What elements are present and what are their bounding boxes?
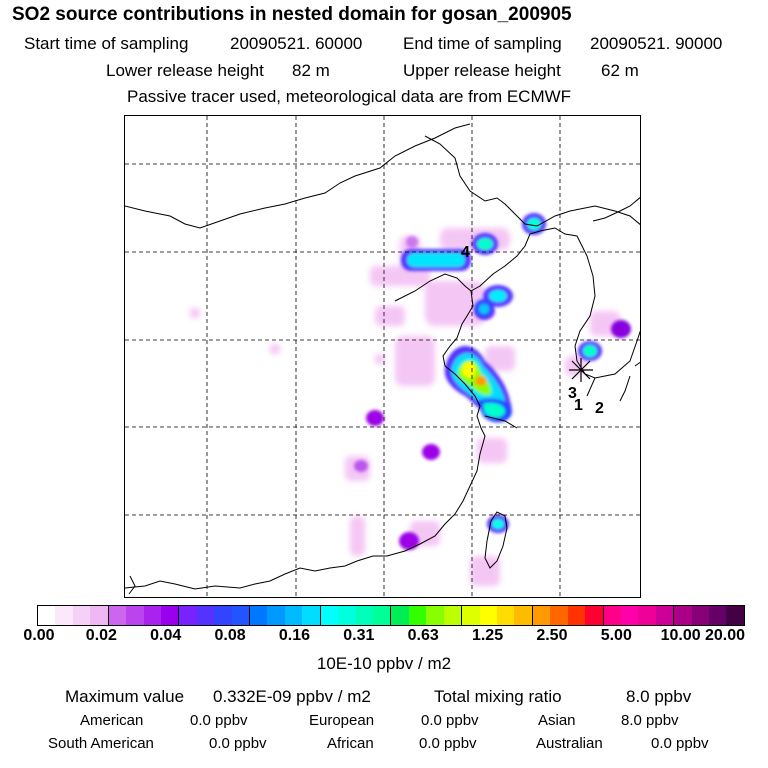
colorbar-tick-label: 0.08 [214,627,246,644]
colorbar-segment [496,606,515,625]
colorbar-tick-label: 1.25 [471,627,504,644]
colorbar-units: 10E-10 ppbv / m2 [316,654,452,673]
colorbar-segment [143,606,161,625]
colorbar-segment [338,606,356,625]
region-value: 8.0 ppbv [621,712,679,729]
coastlines [125,123,640,595]
start-time-label: Start time of sampling [24,34,189,53]
colorbar-tick-label: 0.16 [278,627,311,644]
colorbar-tick-label: 2.50 [536,627,568,644]
station-marker-1: 1 [574,397,583,414]
region-name: European [309,712,375,729]
colorbar-segment [284,606,303,625]
colorbar-segment [320,606,339,625]
colorbar-segment [38,606,56,625]
colorbar-tick-label: 0.02 [85,627,117,644]
region-name: Australian [536,735,603,752]
colorbar-segment [638,606,656,625]
colorbar [37,605,745,626]
colorbar-segment [514,606,533,625]
contribution-map: 3 1 2 4 [124,115,641,598]
region-name: American [80,712,144,729]
station-marker-2: 2 [595,400,604,417]
colorbar-tick-label: 0.31 [343,627,375,644]
colorbar-tick-label: 0.63 [407,627,439,644]
colorbar-segment [462,606,480,625]
colorbar-segment [567,606,586,625]
colorbar-segment [585,606,604,625]
graticule [125,116,640,597]
end-time-value: 20090521. 90000 [590,34,723,53]
colorbar-segment [691,606,710,625]
colorbar-segment [443,606,463,625]
colorbar-segment [709,606,727,625]
lower-height-label: Lower release height [106,61,264,80]
colorbar-segment [231,606,251,625]
colorbar-segment [250,606,268,625]
colorbar-segment [726,606,744,625]
colorbar-tick-label: 0.00 [23,627,55,644]
station-marker-3: 3 [568,385,577,402]
colorbar-segment [550,606,568,625]
region-name: Asian [538,712,576,729]
colorbar-segment [620,606,639,625]
colorbar-segment [302,606,321,625]
colorbar-segment [214,606,232,625]
colorbar-segment [373,606,392,625]
region-value: 0.0 ppbv [190,712,248,729]
colorbar-segment [532,606,551,625]
max-value: 0.332E-09 ppbv / m2 [213,687,371,706]
high-concentration-plumes [401,213,602,533]
region-value: 0.0 ppbv [421,712,479,729]
region-name: African [327,735,374,752]
colorbar-tick-label: 0.04 [150,627,182,644]
low-concentration-plumes [190,228,620,586]
upper-height-value: 62 m [601,61,639,80]
colorbar-tick-label: 10.00 [660,627,701,644]
page-title: SO2 source contributions in nested domai… [12,4,572,25]
colorbar-segment [160,606,180,625]
region-name: South American [48,735,154,752]
colorbar-tick-label: 20.00 [704,627,746,644]
region-value: 0.0 ppbv [209,735,267,752]
colorbar-segment [674,606,692,625]
map-canvas: 3 1 2 4 [125,116,640,597]
colorbar-segment [196,606,215,625]
colorbar-segment [55,606,73,625]
total-mixing-label: Total mixing ratio [434,687,562,706]
total-mixing-value: 8.0 ppbv [626,687,692,706]
tracer-note: Passive tracer used, meteorological data… [127,87,572,106]
colorbar-segment [108,606,127,625]
region-value: 0.0 ppbv [419,735,477,752]
region-value: 0.0 ppbv [651,735,709,752]
colorbar-segment [90,606,109,625]
colorbar-segment [479,606,497,625]
receptor-star-icon [569,358,593,382]
colorbar-segment [355,606,374,625]
lower-height-value: 82 m [292,61,330,80]
colorbar-segment [408,606,427,625]
colorbar-segment [267,606,285,625]
start-time-value: 20090521. 60000 [230,34,363,53]
colorbar-segment [179,606,197,625]
max-value-label: Maximum value [65,687,185,706]
colorbar-segment [655,606,675,625]
colorbar-segment [72,606,91,625]
station-marker-4: 4 [461,244,470,261]
colorbar-segment [426,606,444,625]
end-time-label: End time of sampling [403,34,562,53]
upper-height-label: Upper release height [403,61,561,80]
colorbar-segment [391,606,409,625]
colorbar-tick-label: 5.00 [600,627,632,644]
colorbar-segment [603,606,621,625]
colorbar-segment [126,606,144,625]
